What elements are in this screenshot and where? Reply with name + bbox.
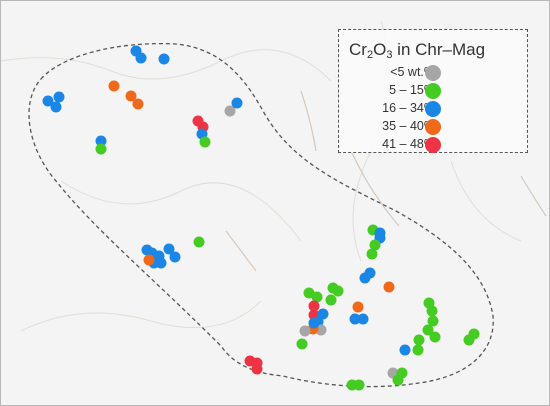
study-area-boundary: [28, 42, 494, 388]
sample-point-marker[interactable]: [199, 136, 211, 148]
legend-item-16-34: 16 – 34%: [339, 100, 527, 118]
sample-point-marker[interactable]: [426, 305, 438, 317]
sample-point-marker[interactable]: [50, 101, 62, 113]
gray-circle-marker-icon: [425, 65, 441, 81]
sample-point-marker[interactable]: [366, 248, 378, 260]
sample-point-marker[interactable]: [231, 97, 243, 109]
red-circle-marker-icon: [425, 137, 441, 153]
legend-item-35-40: 35 – 40%: [339, 118, 527, 136]
blue-circle-marker-icon: [425, 101, 441, 117]
sample-point-marker[interactable]: [412, 344, 424, 356]
river-lines: [225, 90, 547, 272]
legend-item-label: 16 – 34%: [382, 101, 435, 115]
sample-point-marker[interactable]: [132, 98, 144, 110]
sample-point-marker[interactable]: [42, 95, 54, 107]
sample-point-marker[interactable]: [427, 315, 439, 327]
legend-item-41-48: 41 – 48%: [339, 136, 527, 154]
legend-item-label: <5 wt.%: [390, 65, 435, 79]
sample-point-marker[interactable]: [332, 285, 344, 297]
sample-point-marker[interactable]: [369, 239, 381, 251]
sample-point-marker[interactable]: [463, 334, 475, 346]
orange-circle-marker-icon: [425, 119, 441, 135]
legend-item-5-15: 5 – 15%: [339, 82, 527, 100]
green-circle-marker-icon: [425, 83, 441, 99]
sample-point-marker[interactable]: [429, 331, 441, 343]
sample-point-marker[interactable]: [325, 294, 337, 306]
legend-item-label: 41 – 48%: [382, 137, 435, 151]
sample-point-marker[interactable]: [349, 313, 361, 325]
sample-point-marker[interactable]: [392, 374, 404, 386]
sample-point-marker[interactable]: [315, 324, 327, 336]
legend-item-label: 35 – 40%: [382, 119, 435, 133]
sample-point-marker[interactable]: [143, 254, 155, 266]
sample-point-marker[interactable]: [311, 291, 323, 303]
sample-point-marker[interactable]: [155, 257, 167, 269]
sample-point-marker[interactable]: [317, 308, 329, 320]
sample-point-marker[interactable]: [308, 317, 320, 329]
sample-point-marker[interactable]: [383, 281, 395, 293]
legend-title: Cr2O3 in Chr–Mag: [349, 40, 486, 61]
sample-points-layer: [42, 45, 480, 391]
sample-point-marker[interactable]: [169, 251, 181, 263]
map-legend: Cr2O3 in Chr–Mag <5 wt.% 5 – 15% 16 – 34…: [338, 29, 528, 153]
sample-point-marker[interactable]: [135, 52, 147, 64]
sample-point-marker[interactable]: [413, 334, 425, 346]
sample-point-marker[interactable]: [308, 300, 320, 312]
sample-point-marker[interactable]: [364, 267, 376, 279]
legend-item-lt5: <5 wt.%: [339, 64, 527, 82]
sample-point-marker[interactable]: [193, 236, 205, 248]
sample-point-marker[interactable]: [299, 325, 311, 337]
sample-point-marker[interactable]: [95, 135, 107, 147]
sample-point-marker[interactable]: [352, 301, 364, 313]
sample-point-marker[interactable]: [422, 324, 434, 336]
sample-point-marker[interactable]: [163, 243, 175, 255]
sample-point-marker[interactable]: [95, 143, 107, 155]
sample-point-marker[interactable]: [158, 53, 170, 65]
sample-point-marker[interactable]: [224, 105, 236, 117]
sample-point-marker[interactable]: [346, 379, 358, 391]
sample-point-marker[interactable]: [125, 90, 137, 102]
sample-point-marker[interactable]: [108, 80, 120, 92]
sample-point-marker[interactable]: [296, 338, 308, 350]
sample-point-marker[interactable]: [399, 344, 411, 356]
sample-point-marker[interactable]: [357, 313, 369, 325]
sample-point-marker[interactable]: [53, 91, 65, 103]
sample-point-marker[interactable]: [251, 363, 263, 375]
legend-item-label: 5 – 15%: [389, 83, 435, 97]
